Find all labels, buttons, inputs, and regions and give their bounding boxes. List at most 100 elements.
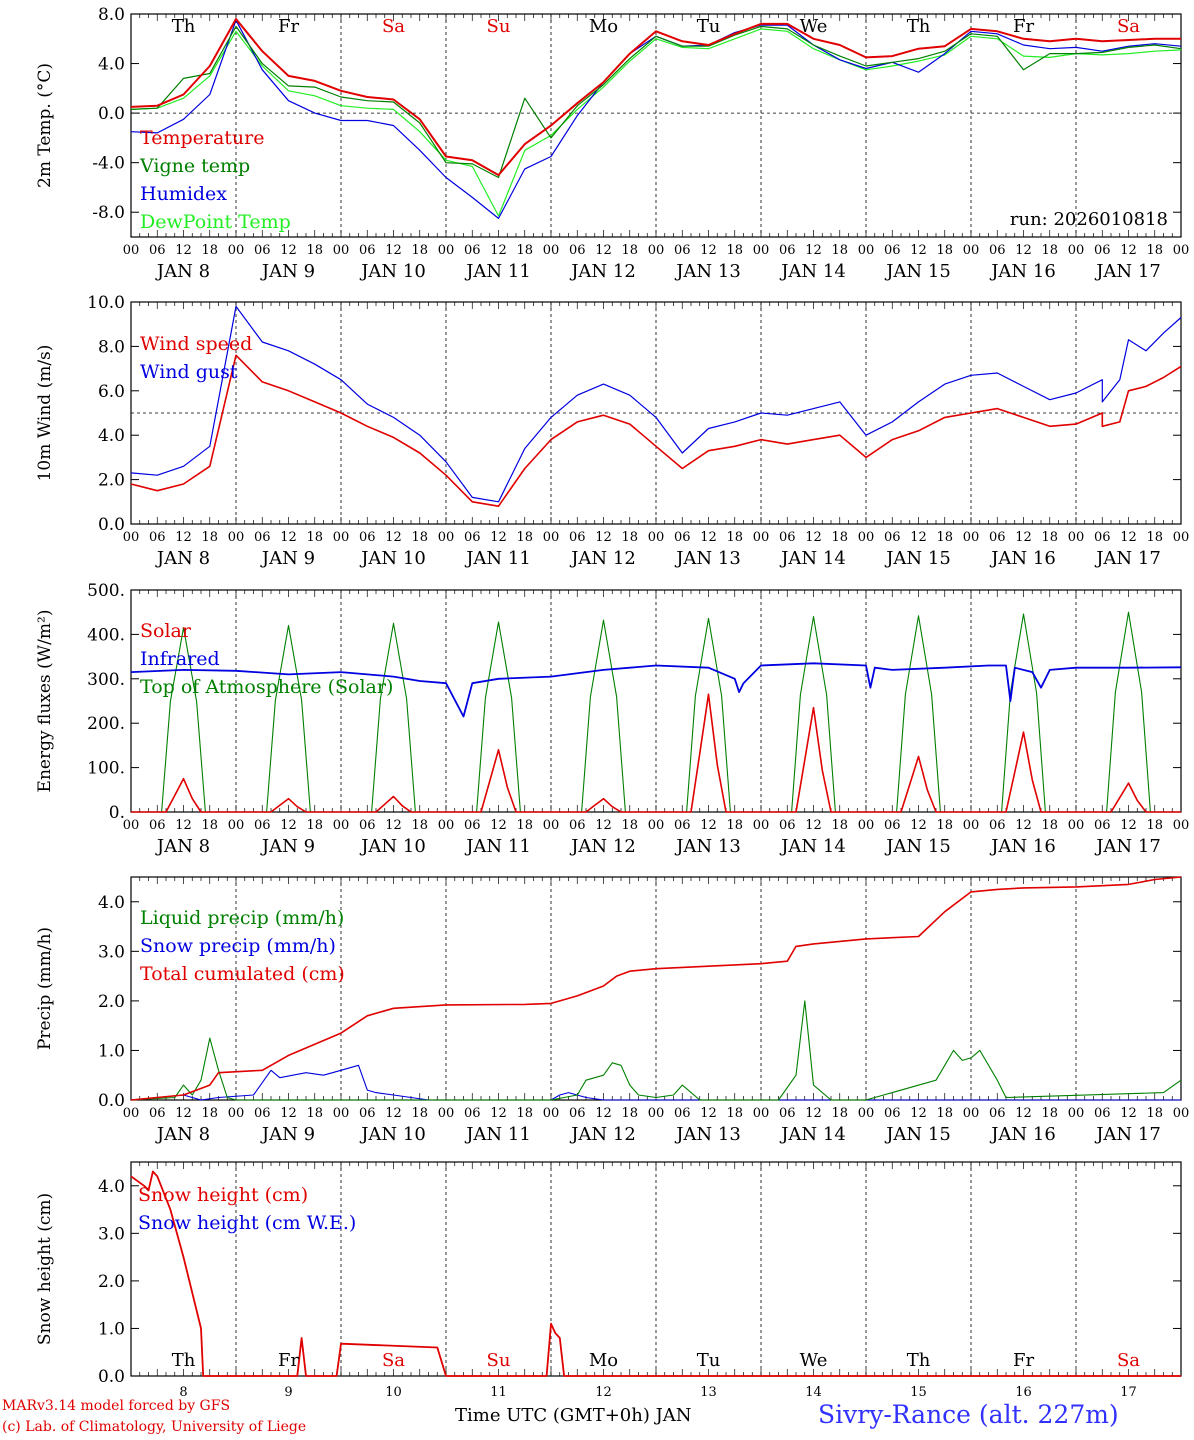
- date-label: JAN 12: [569, 548, 636, 569]
- hour-tick-label: 06: [359, 1106, 376, 1121]
- hour-tick-label: 00: [438, 530, 455, 545]
- date-label: JAN 10: [359, 1124, 426, 1145]
- legend-entry: Total cumulated (cm): [140, 963, 345, 985]
- y-axis-label: 2m Temp. (°C): [35, 63, 55, 188]
- hour-tick-label: 06: [254, 530, 271, 545]
- y-tick-label: 4.0: [98, 55, 125, 75]
- hour-tick-label: 06: [149, 243, 166, 258]
- hour-tick-label: 06: [569, 530, 586, 545]
- legend-entry: Temperature: [140, 127, 264, 149]
- panel-frame: [130, 13, 1182, 238]
- hour-tick-label: 00: [228, 1106, 245, 1121]
- date-label: JAN 14: [779, 1124, 846, 1145]
- hour-tick-label: 06: [569, 243, 586, 258]
- hour-tick-label: 06: [464, 818, 481, 833]
- date-label: JAN 10: [359, 836, 426, 857]
- date-label: JAN 16: [989, 548, 1056, 569]
- weekday-label: Fr: [1013, 1350, 1034, 1371]
- date-label: JAN 15: [884, 261, 951, 282]
- hour-tick-label: 18: [621, 818, 638, 833]
- hour-tick-label: 00: [648, 243, 665, 258]
- y-tick-label: 0.0: [98, 104, 125, 124]
- hour-tick-label: 12: [385, 818, 402, 833]
- weekday-label: Th: [172, 1350, 196, 1371]
- date-label: JAN 8: [155, 1124, 210, 1145]
- hour-tick-label: 00: [1173, 243, 1190, 258]
- hour-tick-label: 00: [123, 530, 140, 545]
- hour-tick-label: 18: [831, 1106, 848, 1121]
- series-line-infrared: [130, 662, 1182, 718]
- date-label: JAN 12: [569, 1124, 636, 1145]
- date-label: JAN 13: [674, 1124, 741, 1145]
- hour-tick-label: 12: [490, 243, 507, 258]
- hour-tick-label: 00: [543, 530, 560, 545]
- hour-tick-label: 06: [254, 818, 271, 833]
- hour-tick-label: 12: [490, 818, 507, 833]
- hour-tick-label: 06: [569, 818, 586, 833]
- hour-tick-label: 12: [280, 530, 297, 545]
- hour-tick-label: 12: [1120, 530, 1137, 545]
- hour-tick-label: 12: [280, 818, 297, 833]
- hour-tick-label: 18: [936, 530, 953, 545]
- y-tick-label: 2.0: [98, 471, 125, 491]
- station-name: Sivry-Rance (alt. 227m): [818, 1400, 1119, 1429]
- date-label: JAN 16: [989, 1124, 1056, 1145]
- hour-tick-label: 12: [910, 818, 927, 833]
- hour-tick-label: 18: [516, 243, 533, 258]
- hour-tick-label: 00: [858, 243, 875, 258]
- hour-tick-label: 06: [1094, 1106, 1111, 1121]
- hour-tick-label: 06: [884, 818, 901, 833]
- hour-tick-label: 06: [884, 530, 901, 545]
- legend-entry: Snow height (cm): [138, 1184, 308, 1206]
- weekday-label: Su: [487, 1350, 511, 1371]
- hour-tick-label: 12: [700, 243, 717, 258]
- weekday-label: We: [800, 16, 828, 37]
- weekday-label: Mo: [589, 16, 618, 37]
- hour-tick-label: 12: [385, 243, 402, 258]
- hour-tick-label: 12: [1015, 530, 1032, 545]
- hour-tick-label: 06: [779, 530, 796, 545]
- hour-tick-label: 18: [726, 1106, 743, 1121]
- hour-tick-label: 12: [490, 530, 507, 545]
- hour-tick-label: 06: [464, 243, 481, 258]
- series-line-total-cumulated: [130, 876, 1182, 1101]
- y-tick-label: 8.0: [98, 5, 125, 25]
- hour-tick-label: 00: [228, 818, 245, 833]
- y-tick-label: 500.: [87, 581, 125, 601]
- series-line-solar: [131, 693, 1181, 813]
- hour-tick-label: 00: [1068, 530, 1085, 545]
- day-number-label: 15: [910, 1385, 927, 1400]
- date-label: JAN 9: [260, 548, 315, 569]
- legend-entry: Snow height (cm W.E.): [138, 1212, 356, 1234]
- hour-tick-label: 06: [569, 1106, 586, 1121]
- y-axis-label: Snow height (cm): [35, 1193, 55, 1345]
- series-line-vigne-temp: [130, 25, 1182, 179]
- hour-tick-label: 18: [726, 530, 743, 545]
- day-number-label: 14: [805, 1385, 822, 1400]
- legend-entry: DewPoint Temp: [140, 211, 291, 233]
- hour-tick-label: 00: [123, 818, 140, 833]
- run-annotation: run: 2026010818: [1010, 209, 1168, 230]
- date-label: JAN 8: [155, 261, 210, 282]
- hour-tick-label: 18: [831, 530, 848, 545]
- day-number-label: 16: [1015, 1385, 1032, 1400]
- weekday-label: Fr: [278, 16, 299, 37]
- hour-tick-label: 06: [674, 530, 691, 545]
- y-tick-label: 3.0: [98, 942, 125, 962]
- legend-entry: Humidex: [140, 183, 227, 205]
- y-axis-label: 10m Wind (m/s): [35, 345, 55, 482]
- weekday-label: Tu: [697, 16, 721, 37]
- y-tick-label: 0.0: [98, 1091, 125, 1111]
- hour-tick-label: 18: [1146, 818, 1163, 833]
- date-label: JAN 17: [1094, 1124, 1161, 1145]
- date-label: JAN 17: [1094, 261, 1161, 282]
- hour-tick-label: 18: [1041, 1106, 1058, 1121]
- hour-tick-label: 00: [1068, 1106, 1085, 1121]
- hour-tick-label: 00: [858, 818, 875, 833]
- hour-tick-label: 00: [438, 1106, 455, 1121]
- model-credit: MARv3.14 model forced by GFS: [2, 1398, 231, 1414]
- weekday-label: Su: [487, 16, 511, 37]
- hour-tick-label: 12: [490, 1106, 507, 1121]
- date-label: JAN 17: [1094, 548, 1161, 569]
- hour-tick-label: 00: [228, 243, 245, 258]
